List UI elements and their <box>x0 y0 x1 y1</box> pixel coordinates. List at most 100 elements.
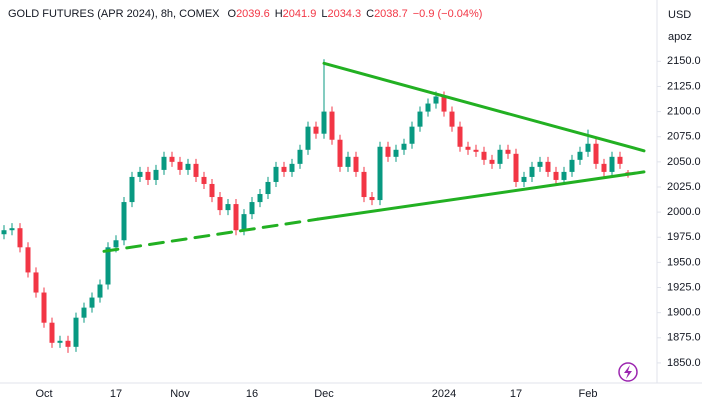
candle-body <box>113 240 119 248</box>
candle-body <box>89 297 95 308</box>
candle-body <box>377 146 383 201</box>
candle-body <box>321 111 327 134</box>
candle-body <box>81 307 87 318</box>
y-tick-label: 1925.0 <box>667 281 701 293</box>
candle-body <box>353 156 359 172</box>
candle-body <box>361 171 367 198</box>
candle-body <box>529 166 535 177</box>
candle-body <box>585 143 591 152</box>
ohlc-label: L <box>321 8 328 20</box>
y-tick-label: 1900.0 <box>667 307 701 319</box>
trend-line <box>316 170 646 221</box>
currency-label: USD <box>668 9 691 21</box>
y-tick-label: 2075.0 <box>667 131 701 143</box>
candle-body <box>345 156 351 167</box>
ohlc-value: 2034.3 <box>327 8 362 20</box>
candle-body <box>297 149 303 164</box>
candle-body <box>153 169 159 180</box>
candle-body <box>1 230 7 235</box>
candle-body <box>441 96 447 112</box>
candle-body <box>505 149 511 154</box>
candle-body <box>401 143 407 150</box>
y-tick-label: 2000.0 <box>667 206 701 218</box>
x-tick-label: 17 <box>110 388 122 400</box>
trend-line <box>322 61 646 153</box>
candle-body <box>537 161 543 167</box>
candle-body <box>97 284 103 298</box>
candle-body <box>161 156 167 170</box>
candle-body <box>577 151 583 160</box>
candle-body <box>217 197 223 211</box>
candle-body <box>169 156 175 162</box>
candle-body <box>385 146 391 157</box>
candle-body <box>281 166 287 172</box>
candle-body <box>481 151 487 160</box>
candle-body <box>185 163 191 170</box>
candle-body <box>225 204 231 211</box>
candle-body <box>65 340 71 347</box>
candle-body <box>209 183 215 198</box>
candle-body <box>337 139 343 167</box>
candle-body <box>593 143 599 164</box>
candle-body <box>489 159 495 164</box>
y-tick-label: 2025.0 <box>667 181 701 193</box>
candle-body <box>257 194 263 203</box>
ohlc-label: C <box>366 8 375 20</box>
candle-body <box>425 103 431 112</box>
candle-body <box>409 126 415 144</box>
candle-body <box>513 153 519 182</box>
candle-body <box>105 247 111 285</box>
alert-icon[interactable] <box>618 362 638 382</box>
ohlc-label: O <box>227 8 237 20</box>
y-tick-label: 1975.0 <box>667 231 701 243</box>
candle-body <box>49 322 55 343</box>
candle-body <box>73 317 79 347</box>
candle-body <box>241 214 247 231</box>
candle-body <box>329 111 335 140</box>
unit-label: apoz <box>668 31 692 43</box>
candle-body <box>9 228 15 231</box>
price-change: −0.9 (−0.04%) <box>412 8 483 20</box>
x-tick-label: 16 <box>246 388 258 400</box>
candle-body <box>177 161 183 170</box>
y-tick-label: 1950.0 <box>667 256 701 268</box>
x-tick-label: Feb <box>579 388 598 400</box>
candle-body <box>313 126 319 134</box>
ohlc-value: 2041.9 <box>282 8 317 20</box>
candle-body <box>561 171 567 180</box>
candle-body <box>249 202 255 215</box>
candle-body <box>545 161 551 172</box>
x-tick-label: 17 <box>510 388 522 400</box>
y-tick-label: 1850.0 <box>667 357 701 369</box>
candle-body <box>233 204 239 231</box>
candle-body <box>473 149 479 152</box>
candle-body <box>17 228 23 248</box>
candle-body <box>273 166 279 182</box>
candle-body <box>457 126 463 147</box>
candle-body <box>121 202 127 241</box>
candle-body <box>41 292 47 323</box>
y-tick-label: 2100.0 <box>667 105 701 117</box>
candle-body <box>129 176 135 203</box>
candle-body <box>609 156 615 172</box>
candle-body <box>465 146 471 150</box>
x-tick-label: Nov <box>170 388 190 400</box>
candle-body <box>433 96 439 104</box>
candle-body <box>25 247 31 273</box>
candle-body <box>201 176 207 184</box>
ohlc-label: H <box>274 8 283 20</box>
y-tick-label: 2050.0 <box>667 156 701 168</box>
y-tick-label: 2125.0 <box>667 80 701 92</box>
candle-body <box>569 159 575 172</box>
candle-body <box>33 272 39 293</box>
candle-body <box>193 163 199 177</box>
candle-body <box>137 171 143 177</box>
trend-line <box>102 217 320 253</box>
y-tick-label: 2150.0 <box>667 55 701 67</box>
x-tick-label: 2024 <box>432 388 456 400</box>
candle-body <box>601 163 607 172</box>
candle-body <box>617 156 623 164</box>
candle-body <box>521 176 527 182</box>
